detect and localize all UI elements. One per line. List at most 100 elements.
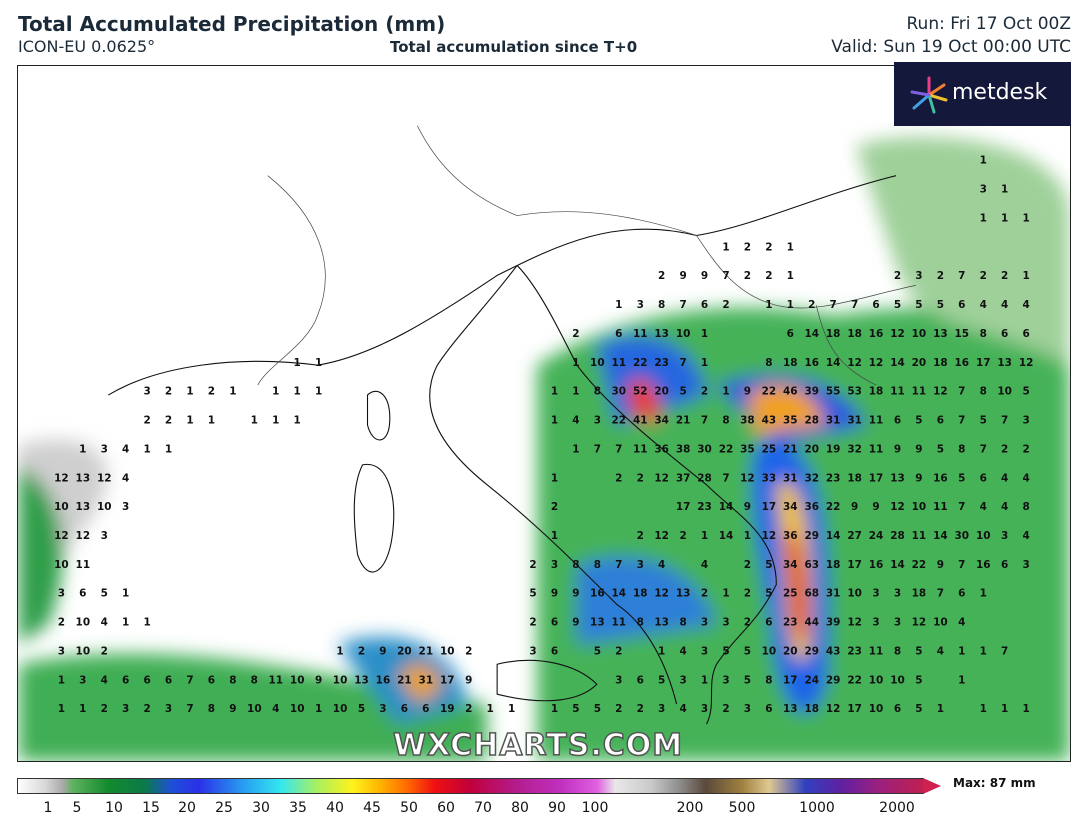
precip-value: 2 bbox=[1001, 443, 1008, 455]
precip-value: 5 bbox=[594, 645, 601, 657]
precip-value: 3 bbox=[551, 559, 558, 571]
precip-value: 10 bbox=[590, 357, 605, 369]
precip-value: 12 bbox=[76, 530, 91, 542]
precip-value: 1 bbox=[980, 588, 987, 600]
precip-value: 1 bbox=[1001, 212, 1008, 224]
precip-value: 13 bbox=[590, 617, 605, 629]
precip-value: 2 bbox=[58, 617, 65, 629]
colorbar-label: 40 bbox=[326, 800, 344, 816]
precip-value: 6 bbox=[1022, 328, 1029, 340]
precip-value: 4 bbox=[958, 617, 965, 629]
precip-value: 11 bbox=[633, 443, 648, 455]
precip-value: 4 bbox=[701, 559, 708, 571]
precip-value: 4 bbox=[980, 299, 987, 311]
precip-value: 9 bbox=[872, 501, 879, 513]
precip-value: 22 bbox=[633, 357, 648, 369]
precip-value: 3 bbox=[637, 299, 644, 311]
precip-value: 1 bbox=[229, 386, 236, 398]
precip-value: 10 bbox=[333, 703, 348, 715]
precip-value: 1 bbox=[572, 386, 579, 398]
precip-value: 9 bbox=[851, 501, 858, 513]
precip-value: 8 bbox=[679, 617, 686, 629]
precip-value: 6 bbox=[958, 588, 965, 600]
precip-value: 24 bbox=[804, 674, 819, 686]
precip-value: 16 bbox=[590, 588, 605, 600]
precip-value: 4 bbox=[1022, 530, 1029, 542]
precip-value: 13 bbox=[354, 674, 369, 686]
precip-value: 1 bbox=[294, 357, 301, 369]
precip-value: 6 bbox=[937, 415, 944, 427]
precip-value: 4 bbox=[937, 645, 944, 657]
precip-value: 14 bbox=[890, 559, 905, 571]
logo: metdesk bbox=[894, 62, 1071, 126]
precip-value: 12 bbox=[54, 472, 69, 484]
precip-value: 13 bbox=[654, 328, 669, 340]
precip-value: 7 bbox=[937, 588, 944, 600]
precip-value: 35 bbox=[740, 443, 755, 455]
precip-value: 35 bbox=[783, 415, 798, 427]
precip-value: 11 bbox=[633, 328, 648, 340]
precip-value: 5 bbox=[765, 588, 772, 600]
precip-value: 6 bbox=[165, 674, 172, 686]
precip-value: 3 bbox=[722, 674, 729, 686]
value-grid: 13 11 1 11 2 2 12 9 9 7 2 2 1 2 3 2 7 2 2 11 3 8 7 6 2 1 1 2 7 7 6 5 5 5 6… bbox=[54, 155, 1033, 715]
precip-value: 63 bbox=[804, 559, 819, 571]
colorbar-label: 35 bbox=[289, 800, 307, 816]
precip-value: 5 bbox=[915, 299, 922, 311]
precip-value: 23 bbox=[654, 357, 669, 369]
precip-value: 5 bbox=[937, 443, 944, 455]
precip-value: 10 bbox=[847, 588, 862, 600]
precip-value: 4 bbox=[980, 501, 987, 513]
precip-value: 1 bbox=[551, 530, 558, 542]
precip-value: 7 bbox=[1001, 415, 1008, 427]
model: ICON-EU 0.0625° bbox=[18, 37, 156, 56]
precip-value: 5 bbox=[529, 588, 536, 600]
precip-value: 17 bbox=[762, 501, 777, 513]
precip-value: 6 bbox=[422, 703, 429, 715]
precip-value: 9 bbox=[915, 443, 922, 455]
precip-value: 36 bbox=[804, 501, 819, 513]
precip-value: 6 bbox=[701, 299, 708, 311]
precip-value: 17 bbox=[783, 674, 798, 686]
precip-value: 1 bbox=[551, 415, 558, 427]
precip-value: 2 bbox=[637, 703, 644, 715]
precip-value: 10 bbox=[76, 645, 91, 657]
title: Total Accumulated Precipitation (mm) bbox=[18, 12, 446, 36]
precip-value: 8 bbox=[980, 328, 987, 340]
precip-value: 1 bbox=[701, 530, 708, 542]
precip-value: 39 bbox=[804, 386, 819, 398]
precip-value: 29 bbox=[804, 645, 819, 657]
precip-value: 11 bbox=[933, 501, 948, 513]
precip-value: 7 bbox=[958, 386, 965, 398]
precip-value: 3 bbox=[122, 703, 129, 715]
precip-value: 10 bbox=[76, 617, 91, 629]
precip-value: 6 bbox=[765, 703, 772, 715]
precip-value: 1 bbox=[251, 415, 258, 427]
precip-value: 6 bbox=[894, 703, 901, 715]
precip-value: 11 bbox=[268, 674, 283, 686]
colorbar-label: 1000 bbox=[799, 800, 835, 816]
precip-value: 2 bbox=[765, 270, 772, 282]
precip-value: 8 bbox=[958, 443, 965, 455]
precip-value: 2 bbox=[551, 501, 558, 513]
precip-value: 1 bbox=[1022, 212, 1029, 224]
precip-value: 2 bbox=[101, 645, 108, 657]
precip-value: 5 bbox=[658, 674, 665, 686]
precip-value: 8 bbox=[572, 559, 579, 571]
precip-value: 7 bbox=[851, 299, 858, 311]
precip-value: 10 bbox=[869, 674, 884, 686]
precip-value: 24 bbox=[869, 530, 884, 542]
precip-value: 7 bbox=[1001, 645, 1008, 657]
precip-value: 6 bbox=[401, 703, 408, 715]
precip-value: 5 bbox=[594, 703, 601, 715]
precip-value: 12 bbox=[869, 357, 884, 369]
colorbar-label: 1 bbox=[43, 800, 53, 816]
precip-value: 8 bbox=[894, 645, 901, 657]
precip-value: 16 bbox=[933, 472, 948, 484]
precip-value: 1 bbox=[208, 415, 215, 427]
precip-value: 20 bbox=[783, 645, 798, 657]
precip-value: 14 bbox=[890, 357, 905, 369]
precip-value: 16 bbox=[955, 357, 970, 369]
precip-value: 10 bbox=[54, 559, 69, 571]
precip-value: 7 bbox=[701, 415, 708, 427]
